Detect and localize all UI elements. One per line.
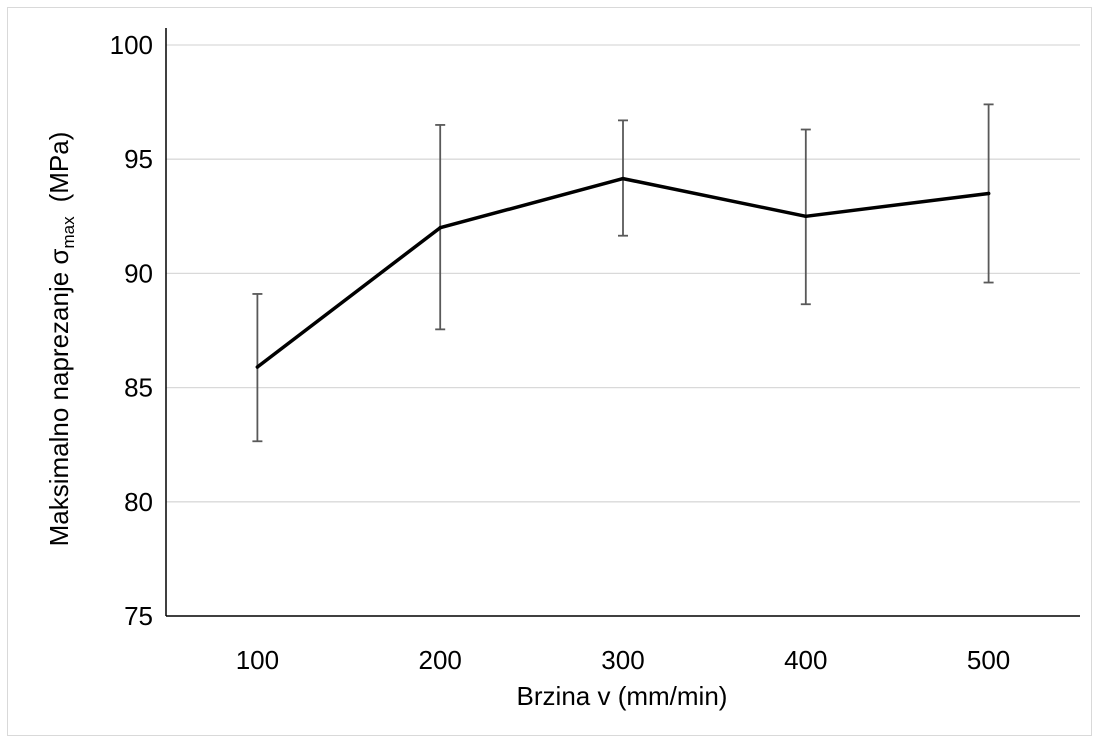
y-axis-title-main: Maksimalno naprezanje σ xyxy=(44,249,74,547)
y-tick-label-100: 100 xyxy=(110,30,153,60)
x-tick-label-300: 300 xyxy=(601,645,644,675)
data-point-200 xyxy=(438,226,442,230)
y-axis-title-subscript: max xyxy=(59,216,78,249)
y-tick-label-80: 80 xyxy=(124,487,153,517)
chart-frame: 75 80 85 90 95 100 100 200 300 400 500 Brzina v (… xyxy=(7,7,1092,736)
y-tick-labels: 75 80 85 90 95 100 xyxy=(110,30,153,631)
y-tick-label-95: 95 xyxy=(124,144,153,174)
chart-svg: 75 80 85 90 95 100 100 200 300 400 500 Brzina v (… xyxy=(44,28,1080,711)
data-point-400 xyxy=(804,214,808,218)
y-tick-label-85: 85 xyxy=(124,373,153,403)
data-point-300 xyxy=(621,176,625,181)
x-tick-labels: 100 200 300 400 500 xyxy=(236,645,1011,675)
data-point-100 xyxy=(255,365,260,369)
y-axis-title-unit: (MPa) xyxy=(44,132,74,203)
y-tick-label-90: 90 xyxy=(124,258,153,288)
y-axis-title: Maksimalno naprezanje σmax (MPa) xyxy=(44,132,78,547)
x-tick-label-400: 400 xyxy=(784,645,827,675)
gridlines xyxy=(166,44,1080,503)
x-tick-label-500: 500 xyxy=(967,645,1010,675)
x-tick-label-200: 200 xyxy=(419,645,462,675)
x-axis-title: Brzina v (mm/min) xyxy=(517,681,728,711)
data-point-500 xyxy=(986,191,991,196)
x-tick-label-100: 100 xyxy=(236,645,279,675)
series-line-group xyxy=(255,176,991,369)
y-tick-label-75: 75 xyxy=(124,601,153,631)
axes xyxy=(165,28,1080,617)
